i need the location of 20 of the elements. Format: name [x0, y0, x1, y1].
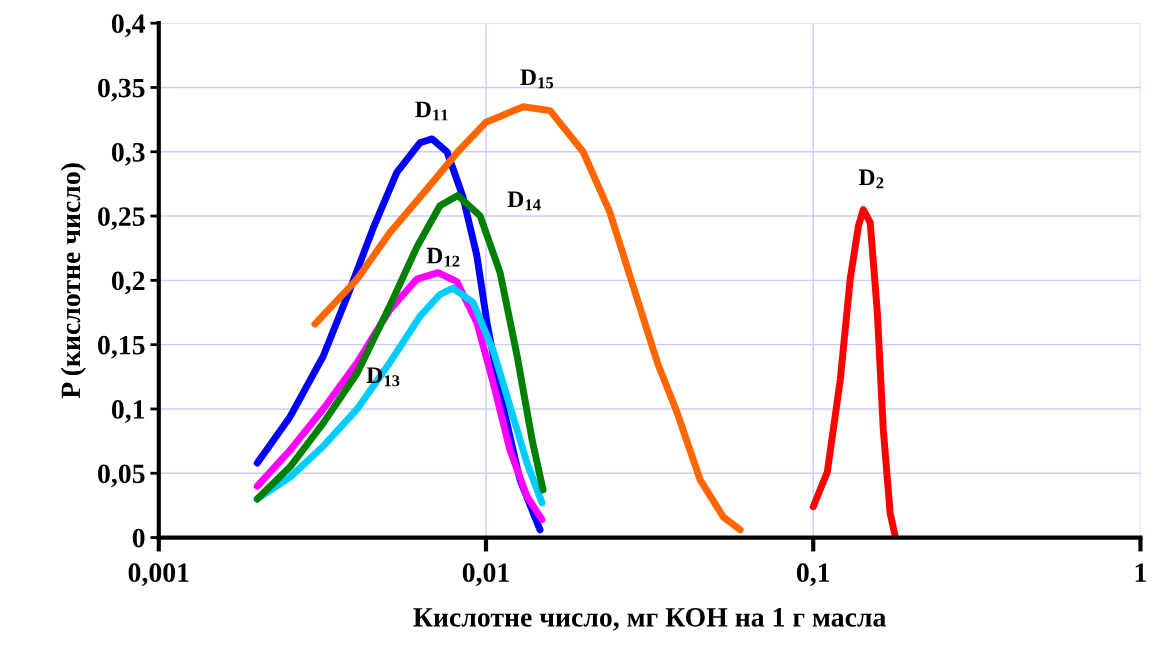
series-label: D$_{12}$ — [426, 247, 460, 267]
y-tick-label: 0,4 — [111, 14, 146, 38]
series-label: D$_{15}$ — [520, 69, 554, 89]
y-tick-label: 0,3 — [111, 142, 145, 166]
x-tick-label: 0,001 — [128, 563, 189, 587]
series-label: D$_{14}$ — [507, 191, 541, 211]
y-tick-label: 0,35 — [98, 78, 145, 102]
x-axis-title: Кислотне число, мг КОН на 1 г масла — [413, 608, 886, 631]
y-axis-title: P (кислотне число) — [60, 163, 86, 399]
y-tick-label: 0,05 — [98, 464, 145, 488]
series-label: D$_{11}$ — [415, 101, 448, 121]
series-label: D$_{2}$ — [858, 169, 884, 189]
y-tick-label: 0,25 — [98, 207, 145, 230]
y-tick-label: 0 — [132, 528, 145, 548]
x-tick-label: 1 — [1135, 563, 1146, 582]
x-tick-label: 0,01 — [462, 563, 509, 587]
y-tick-label: 0,1 — [111, 400, 145, 423]
y-tick-label: 0,2 — [111, 271, 145, 295]
y-tick-label: 0,15 — [98, 335, 145, 359]
x-tick-label: 0,1 — [796, 563, 830, 587]
